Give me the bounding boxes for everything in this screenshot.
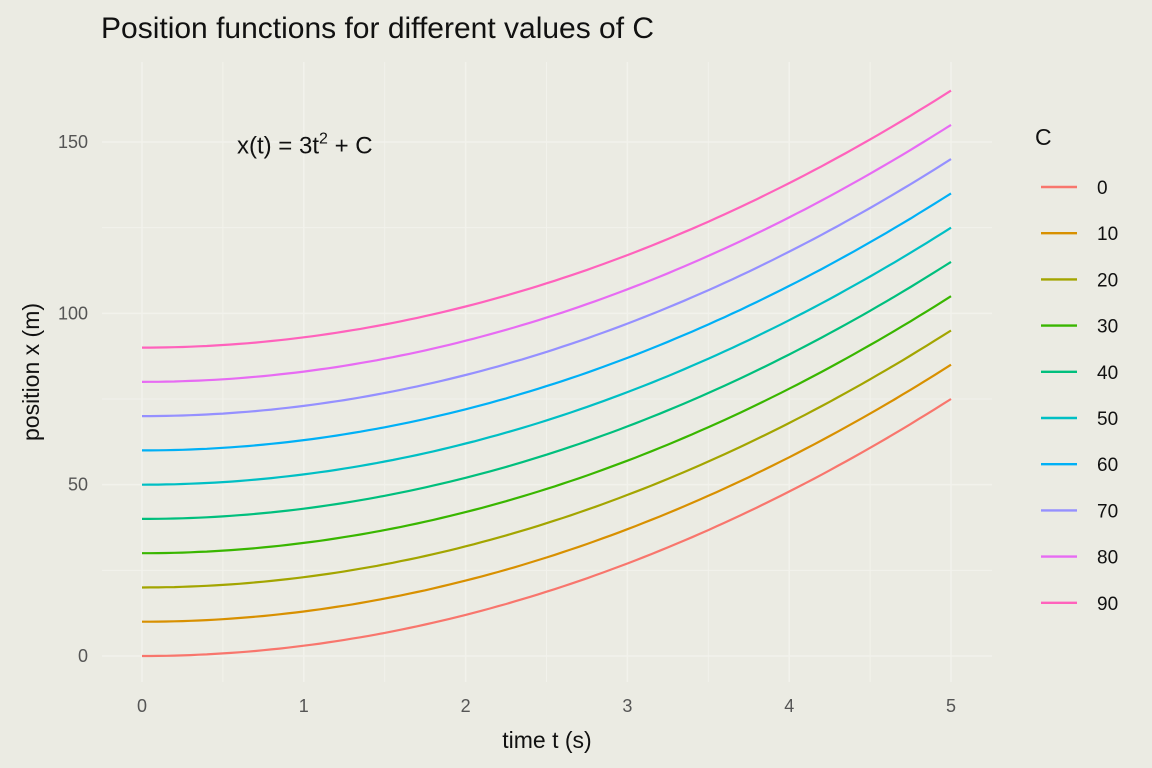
- legend-label: 40: [1097, 363, 1118, 384]
- series-line-C-10: [142, 363, 952, 623]
- y-axis-label: position x (m): [18, 303, 44, 441]
- series-line-C-60: [142, 192, 952, 452]
- legend-label: 60: [1097, 455, 1118, 476]
- y-tick-label: 50: [68, 475, 88, 495]
- y-tick-label: 0: [78, 646, 88, 666]
- legend-label: 70: [1097, 501, 1118, 522]
- series-line-C-70: [142, 158, 952, 418]
- y-tick-label: 100: [58, 303, 88, 323]
- legend-label: 20: [1097, 270, 1118, 291]
- x-tick-label: 2: [461, 696, 471, 716]
- series-line-C-50: [141, 226, 952, 486]
- x-tick-label: 4: [784, 696, 794, 716]
- legend-label: 0: [1097, 178, 1108, 199]
- legend-label: 50: [1097, 409, 1118, 430]
- legend-label: 10: [1097, 224, 1118, 245]
- series-line-C-90: [142, 89, 952, 349]
- x-tick-label: 5: [946, 696, 956, 716]
- legend-label: 80: [1097, 548, 1118, 569]
- x-tick-label: 0: [137, 696, 147, 716]
- legend-title: C: [1035, 124, 1052, 150]
- formula-annotation: x(t) = 3t2 + C: [237, 130, 373, 159]
- series-line-C-80: [141, 123, 952, 383]
- x-tick-label: 3: [622, 696, 632, 716]
- series-line-C-20: [141, 329, 952, 589]
- legend-label: 90: [1097, 594, 1118, 615]
- series-line-C-40: [142, 260, 952, 520]
- chart-title: Position functions for different values …: [101, 12, 655, 45]
- series-line-C-30: [142, 295, 952, 555]
- y-tick-label: 150: [58, 132, 88, 152]
- x-axis-label: time t (s): [502, 727, 591, 753]
- legend-label: 30: [1097, 317, 1118, 338]
- x-tick-label: 1: [299, 696, 309, 716]
- series-line-C-0: [142, 398, 952, 658]
